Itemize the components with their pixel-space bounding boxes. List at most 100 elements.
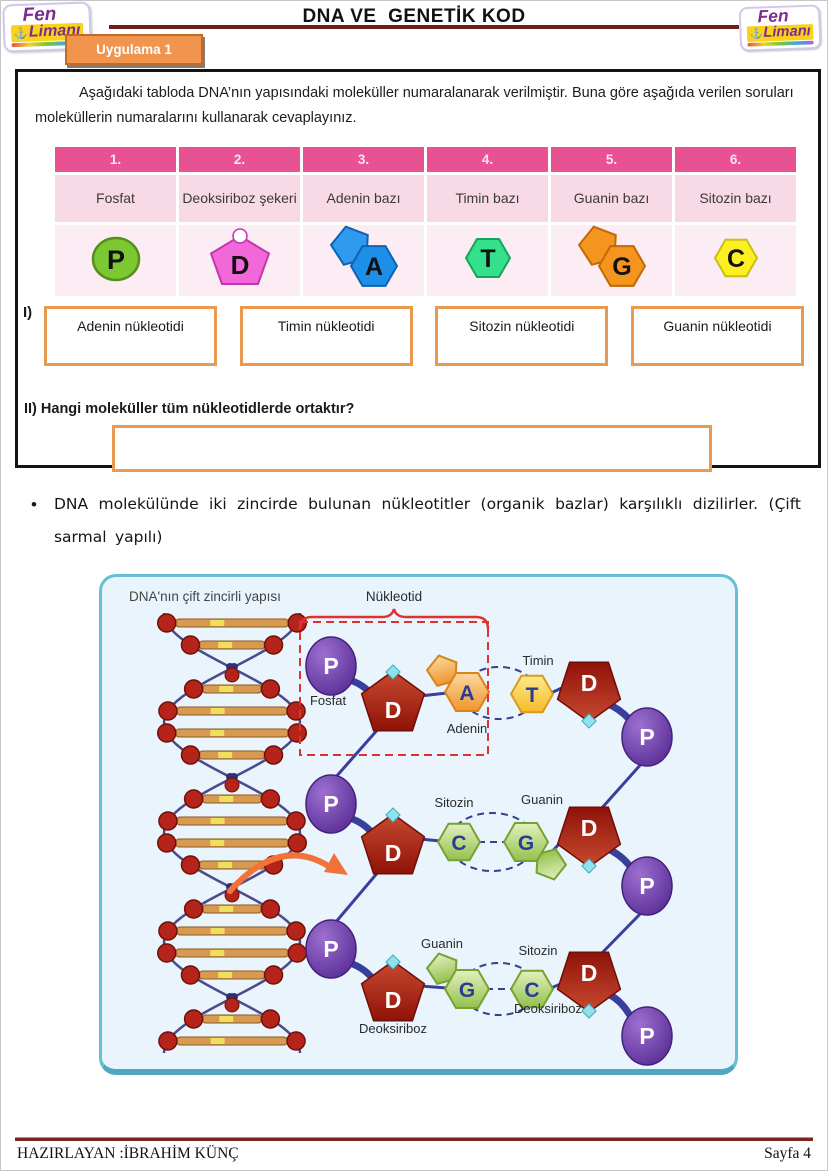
svg-text:C: C — [451, 832, 466, 855]
footer-page-number: Sayfa 4 — [764, 1145, 811, 1162]
col-number: 5. — [551, 146, 672, 172]
svg-text:Timin: Timin — [522, 653, 553, 668]
cytosine-base: C — [436, 822, 482, 862]
svg-text:P: P — [323, 653, 338, 679]
svg-text:Sitozin: Sitozin — [518, 943, 557, 958]
sitozin-shape-cell: C — [675, 224, 796, 296]
footer-prepared-by: HAZIRLAYAN :İBRAHİM KÜNÇ — [17, 1145, 239, 1162]
bullet-note: • DNA molekülünde iki zincirde bulunan n… — [31, 488, 801, 553]
dna-diagram: DNA'nın çift zincirli yapısı — [129, 589, 673, 1066]
molecule-name: Adenin bazı — [303, 174, 424, 222]
svg-text:D: D — [385, 840, 402, 866]
svg-text:C: C — [524, 979, 539, 1002]
col-number: 6. — [675, 146, 796, 172]
svg-text:Deoksiriboz: Deoksiriboz — [359, 1021, 427, 1036]
cytosine-base: C — [509, 969, 555, 1009]
guanin-shape-cell: G — [551, 224, 672, 296]
header-divider — [109, 25, 739, 29]
svg-text:D: D — [385, 697, 402, 723]
dna-diagram-panel: DNA'nın çift zincirli yapısı — [99, 574, 738, 1075]
anchor-icon: ⚓ — [14, 27, 29, 41]
svg-text:P: P — [639, 1023, 654, 1049]
logo-ribbon: ⚓Limanı — [746, 23, 814, 42]
svg-text:P: P — [639, 724, 654, 750]
adenine-icon: A — [329, 225, 398, 287]
page-title: DNA VE GENETİK KOD — [302, 6, 526, 27]
svg-text:G: G — [518, 832, 534, 855]
footer-divider — [15, 1137, 813, 1141]
molecule-table: 1. 2. 3. 4. 5. 6. Fosfat Deoksiriboz şek… — [52, 144, 799, 299]
svg-text:G: G — [459, 979, 475, 1002]
col-number: 2. — [179, 146, 300, 172]
table-shape-row: P D — [55, 224, 796, 296]
diagram-labels: Fosfat Adenin Timin Sitozin Guanin Guani… — [310, 653, 582, 1036]
svg-text:D: D — [581, 960, 598, 986]
guanine-base: G — [425, 952, 491, 1009]
svg-text:G: G — [612, 253, 631, 281]
svg-text:Fosfat: Fosfat — [310, 693, 347, 708]
timin-shape-cell: T — [427, 224, 548, 296]
svg-text:D: D — [385, 987, 402, 1013]
answer-box-adenin[interactable]: Adenin nükleotidi — [44, 305, 217, 366]
question-1-row: I) Adenin nükleotidi Timin nükleotidi Si… — [18, 303, 818, 374]
arrow-icon — [227, 852, 348, 894]
svg-text:Guanin: Guanin — [521, 792, 563, 807]
svg-text:T: T — [480, 245, 495, 273]
nucleotide-callout: Nükleotid — [298, 589, 490, 756]
svg-text:T: T — [526, 684, 539, 707]
thymine-base: T — [509, 674, 555, 714]
bullet-text: DNA molekülünde iki zincirde bulunan nük… — [53, 495, 801, 546]
molecule-name: Sitozin bazı — [675, 174, 796, 222]
adenin-shape-cell: A — [303, 224, 424, 296]
svg-text:P: P — [323, 791, 338, 817]
molecule-name: Guanin bazı — [551, 174, 672, 222]
svg-text:C: C — [726, 245, 744, 273]
answer-box-timin[interactable]: Timin nükleotidi — [239, 305, 413, 366]
tab-uygulama-1: Uygulama 1 — [65, 34, 203, 65]
anchor-icon: ⚓ — [749, 28, 763, 41]
col-number: 4. — [427, 146, 548, 172]
phosphate-icon: P — [91, 236, 140, 282]
question-1-label: I) — [23, 303, 33, 321]
footer: HAZIRLAYAN :İBRAHİM KÜNÇ Sayfa 4 — [17, 1145, 811, 1163]
bullet-icon: • — [31, 495, 37, 514]
svg-text:A: A — [364, 253, 382, 281]
exercise-intro-text: Aşağıdaki tabloda DNA’nın yapısındaki mo… — [35, 85, 794, 126]
answer-boxes: Adenin nükleotidi Timin nükleotidi Sitoz… — [44, 305, 804, 366]
svg-text:A: A — [459, 682, 474, 705]
svg-text:P: P — [106, 245, 124, 275]
svg-text:D: D — [230, 250, 249, 280]
svg-text:D: D — [581, 815, 598, 841]
col-number: 1. — [55, 146, 176, 172]
dna-helix-illustration — [157, 612, 307, 1054]
deoxyribose-nodes: D D D D D D — [360, 661, 622, 1022]
guanine-icon: G — [577, 225, 646, 287]
svg-text:D: D — [581, 670, 598, 696]
deoxyribose-icon: D — [209, 228, 270, 285]
svg-text:Deoksiriboz: Deoksiriboz — [514, 1001, 582, 1016]
adenine-base: A — [425, 654, 491, 712]
answer-box-sitozin[interactable]: Sitozin nükleotidi — [435, 305, 609, 366]
deoksiriboz-shape-cell: D — [179, 224, 300, 296]
fosfat-shape-cell: P — [55, 224, 176, 296]
table-name-row: Fosfat Deoksiriboz şekeri Adenin bazı Ti… — [55, 174, 796, 222]
exercise-box: Aşağıdaki tabloda DNA’nın yapısındaki mo… — [15, 69, 821, 472]
thymine-icon: T — [464, 237, 511, 278]
diagram-title: DNA'nın çift zincirli yapısı — [129, 589, 281, 604]
svg-text:Adenin: Adenin — [447, 721, 487, 736]
base-nodes: A T C G G — [425, 654, 568, 1009]
fen-limani-logo: Fen ⚓Limanı — [738, 4, 822, 52]
phosphate-nodes: P P P P P P — [305, 636, 673, 1066]
answer-box-guanin[interactable]: Guanin nükleotidi — [630, 305, 804, 366]
nucleotide-label: Nükleotid — [366, 589, 422, 604]
svg-text:P: P — [639, 873, 654, 899]
svg-text:Guanin: Guanin — [421, 936, 463, 951]
question-2-answer-box[interactable] — [112, 424, 712, 472]
logo-text-limani: Limanı — [762, 23, 811, 41]
molecule-name: Fosfat — [55, 174, 176, 222]
svg-text:P: P — [323, 936, 338, 962]
molecule-name: Timin bazı — [427, 174, 548, 222]
cytosine-icon: C — [713, 238, 758, 278]
col-number: 3. — [303, 146, 424, 172]
